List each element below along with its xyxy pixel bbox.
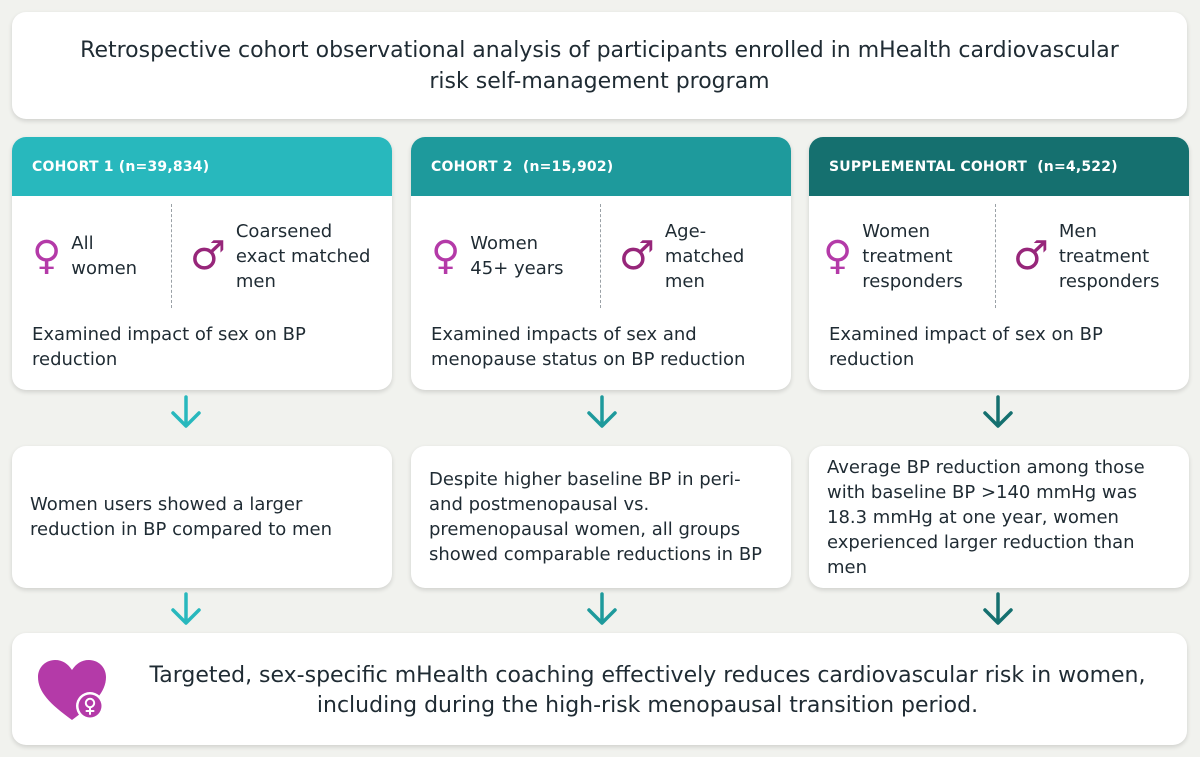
cohort-2-groups: ♀ Women 45+ years ♂ Age-matched men — [411, 196, 791, 316]
male-symbol-icon: ♂ — [1013, 233, 1049, 279]
study-title: Retrospective cohort observational analy… — [80, 37, 1119, 94]
cohort-2-result-text: Despite higher baseline BP in peri- and … — [429, 469, 763, 565]
male-symbol-icon: ♂ — [619, 233, 655, 279]
cohort-2-women-label: Women 45+ years — [470, 233, 564, 279]
cohort-1-women-label: All women — [71, 233, 138, 279]
cohort-1-result-text: Women users showed a larger reduction in… — [30, 494, 333, 540]
female-symbol-icon: ♀ — [823, 233, 853, 279]
supplemental-result: Average BP reduction among those with ba… — [809, 446, 1189, 588]
cohort-2-men-group: ♂ Age-matched men — [619, 196, 779, 316]
male-symbol-icon: ♂ — [190, 233, 226, 279]
cohort-1-groups: ♀ All women ♂ Coarsened exact matched me… — [12, 196, 392, 316]
supplemental-cohort-groups: ♀ Women treatment responders ♂ Men treat… — [809, 196, 1189, 316]
group-divider — [995, 204, 996, 308]
supplemental-women-group: ♀ Women treatment responders — [823, 196, 995, 316]
heart-female-icon — [36, 658, 108, 724]
cohort-2-result: Despite higher baseline BP in peri- and … — [411, 446, 791, 588]
cohort-1-examined: Examined impact of sex on BP reduction — [32, 324, 306, 370]
arrow-down-icon — [582, 392, 622, 432]
cohort-1-header: COHORT 1 (n=39,834) — [12, 137, 392, 196]
female-symbol-icon: ♀ — [431, 233, 461, 279]
supplemental-cohort-header: SUPPLEMENTAL COHORT (n=4,522) — [809, 137, 1189, 196]
supplemental-cohort-card: SUPPLEMENTAL COHORT (n=4,522) ♀ Women tr… — [809, 137, 1189, 390]
arrow-down-icon — [978, 589, 1018, 629]
supplemental-examined: Examined impact of sex on BP reduction — [829, 324, 1103, 370]
supplemental-men-label: Men treatment responders — [1058, 220, 1160, 292]
conclusion-text: Targeted, sex-specific mHealth coaching … — [149, 663, 1146, 718]
cohort-1-card: COHORT 1 (n=39,834) ♀ All women ♂ Coarse… — [12, 137, 392, 390]
arrow-down-icon — [166, 589, 206, 629]
arrow-down-icon — [166, 392, 206, 432]
cohort-2-card: COHORT 2 (n=15,902) ♀ Women 45+ years ♂ … — [411, 137, 791, 390]
group-divider — [171, 204, 172, 308]
cohort-2-header: COHORT 2 (n=15,902) — [411, 137, 791, 196]
conclusion-box: Targeted, sex-specific mHealth coaching … — [12, 633, 1187, 745]
cohort-1-men-label: Coarsened exact matched men — [235, 220, 371, 292]
cohort-1-women-group: ♀ All women — [32, 196, 172, 316]
female-symbol-icon: ♀ — [32, 233, 62, 279]
cohort-2-examined: Examined impacts of sex and menopause st… — [431, 324, 746, 370]
cohort-1-men-group: ♂ Coarsened exact matched men — [190, 196, 386, 316]
supplemental-men-group: ♂ Men treatment responders — [1013, 196, 1185, 316]
arrow-down-icon — [582, 589, 622, 629]
cohort-1-result: Women users showed a larger reduction in… — [12, 446, 392, 588]
cohort-2-women-group: ♀ Women 45+ years — [431, 196, 601, 316]
arrow-down-icon — [978, 392, 1018, 432]
study-title-box: Retrospective cohort observational analy… — [12, 12, 1187, 119]
supplemental-result-text: Average BP reduction among those with ba… — [827, 456, 1145, 578]
supplemental-women-label: Women treatment responders — [862, 220, 963, 292]
cohort-2-men-label: Age-matched men — [664, 220, 745, 292]
group-divider — [600, 204, 601, 308]
